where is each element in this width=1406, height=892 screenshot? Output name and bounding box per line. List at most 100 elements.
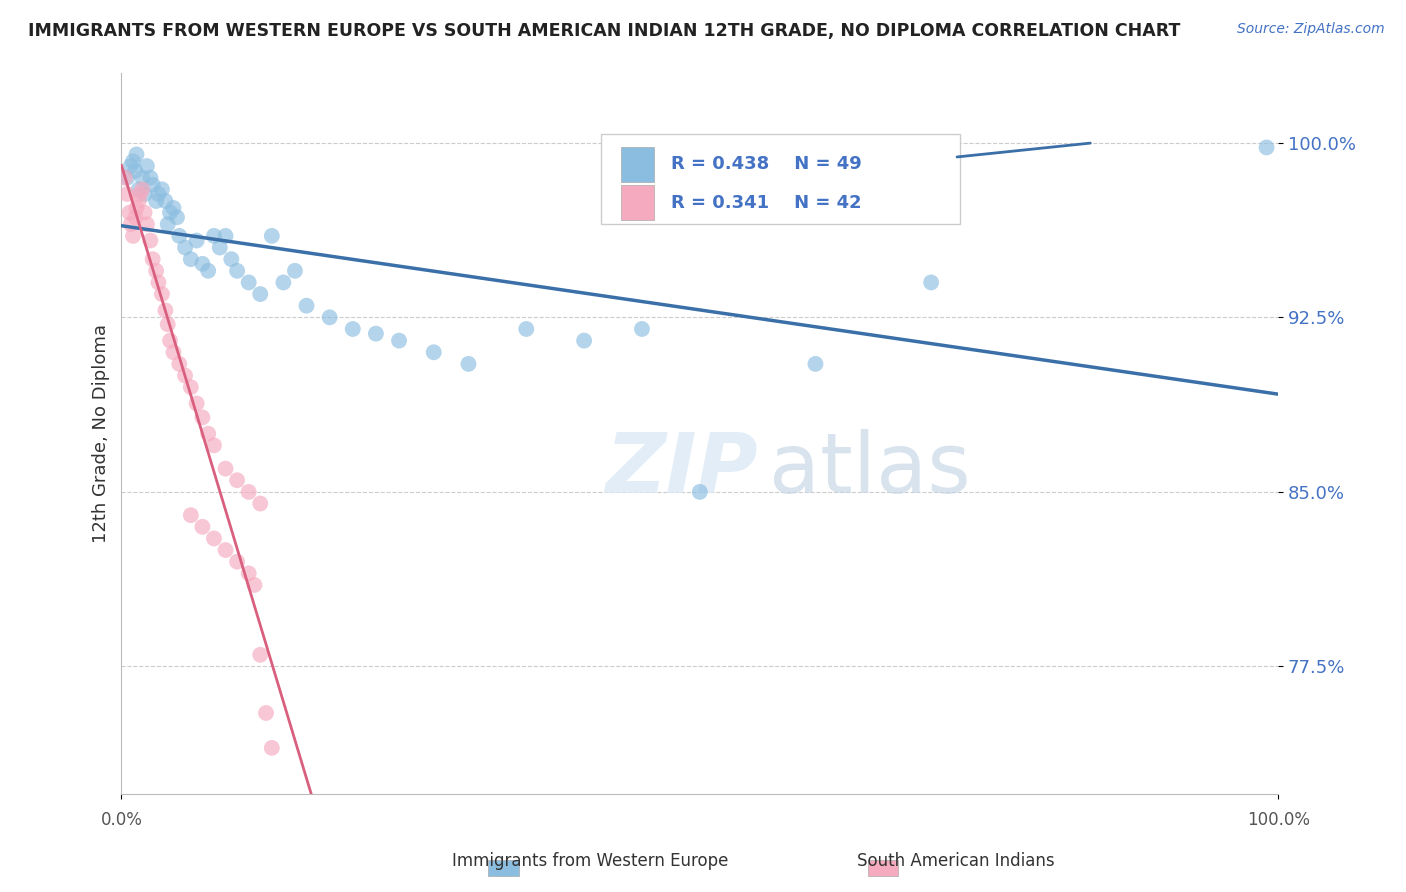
Text: atlas: atlas <box>769 429 972 510</box>
Point <box>226 264 249 278</box>
FancyBboxPatch shape <box>621 186 654 220</box>
Point <box>238 484 260 499</box>
Point <box>1256 140 1278 154</box>
Point <box>238 566 260 581</box>
Point <box>631 322 654 336</box>
Point <box>169 228 191 243</box>
Point <box>284 264 307 278</box>
Point <box>295 299 318 313</box>
Point <box>457 357 479 371</box>
Point <box>174 368 197 383</box>
Point <box>202 532 225 546</box>
Point <box>249 648 271 662</box>
Point <box>197 426 219 441</box>
Point <box>180 508 202 523</box>
Point <box>169 357 191 371</box>
Point <box>214 543 236 558</box>
Point <box>134 186 156 201</box>
Point <box>197 264 219 278</box>
Point <box>202 438 225 452</box>
Point <box>804 357 827 371</box>
Text: ZIP: ZIP <box>605 429 758 510</box>
Point <box>221 252 243 267</box>
Point <box>920 276 942 290</box>
Point <box>128 182 150 196</box>
Text: R = 0.341    N = 42: R = 0.341 N = 42 <box>671 194 862 211</box>
Point <box>260 740 283 755</box>
Point <box>150 182 173 196</box>
Point <box>249 287 271 301</box>
Point <box>254 706 277 720</box>
Point <box>142 252 165 267</box>
Point <box>145 264 167 278</box>
Point <box>515 322 537 336</box>
Point <box>422 345 444 359</box>
Point <box>120 159 142 173</box>
Point <box>191 257 214 271</box>
Point <box>155 194 177 208</box>
Point <box>142 178 165 192</box>
Point <box>572 334 595 348</box>
Y-axis label: 12th Grade, No Diploma: 12th Grade, No Diploma <box>93 324 110 543</box>
Point <box>128 194 150 208</box>
Point <box>156 217 179 231</box>
Point <box>131 170 153 185</box>
Point <box>148 276 170 290</box>
Point <box>125 201 148 215</box>
Point <box>166 211 188 225</box>
Point <box>115 186 138 201</box>
Point <box>139 170 162 185</box>
Text: IMMIGRANTS FROM WESTERN EUROPE VS SOUTH AMERICAN INDIAN 12TH GRADE, NO DIPLOMA C: IMMIGRANTS FROM WESTERN EUROPE VS SOUTH … <box>28 22 1181 40</box>
Point <box>122 228 145 243</box>
Point <box>150 287 173 301</box>
Point <box>186 234 208 248</box>
Point <box>118 205 141 219</box>
Point <box>155 303 177 318</box>
Point <box>156 318 179 332</box>
Point <box>120 217 142 231</box>
Point <box>135 159 157 173</box>
Point <box>115 170 138 185</box>
Point <box>129 186 152 201</box>
Point <box>208 240 231 254</box>
Point <box>202 228 225 243</box>
Point <box>124 211 146 225</box>
Point <box>180 252 202 267</box>
FancyBboxPatch shape <box>621 147 654 182</box>
Text: 100.0%: 100.0% <box>1247 811 1309 829</box>
Point <box>214 228 236 243</box>
Point <box>125 147 148 161</box>
Point <box>318 310 340 325</box>
Point <box>174 240 197 254</box>
Point <box>186 396 208 410</box>
Point <box>180 380 202 394</box>
Point <box>135 217 157 231</box>
Point <box>159 334 181 348</box>
Point <box>114 170 136 185</box>
Text: R = 0.438    N = 49: R = 0.438 N = 49 <box>671 155 862 173</box>
Point <box>122 154 145 169</box>
Point <box>689 484 711 499</box>
Point <box>243 578 266 592</box>
Point <box>249 496 271 510</box>
Point <box>148 186 170 201</box>
Point <box>134 205 156 219</box>
Point <box>159 205 181 219</box>
Text: 0.0%: 0.0% <box>100 811 142 829</box>
Point <box>162 201 184 215</box>
Point <box>364 326 387 341</box>
FancyBboxPatch shape <box>602 135 960 225</box>
Point <box>139 234 162 248</box>
Point <box>131 182 153 196</box>
Point <box>162 345 184 359</box>
Point <box>191 520 214 534</box>
Point <box>260 228 283 243</box>
Point <box>124 163 146 178</box>
Point <box>342 322 364 336</box>
Point <box>145 194 167 208</box>
Point <box>191 410 214 425</box>
Point <box>238 276 260 290</box>
Point <box>273 276 295 290</box>
Text: Source: ZipAtlas.com: Source: ZipAtlas.com <box>1237 22 1385 37</box>
Point <box>214 461 236 475</box>
